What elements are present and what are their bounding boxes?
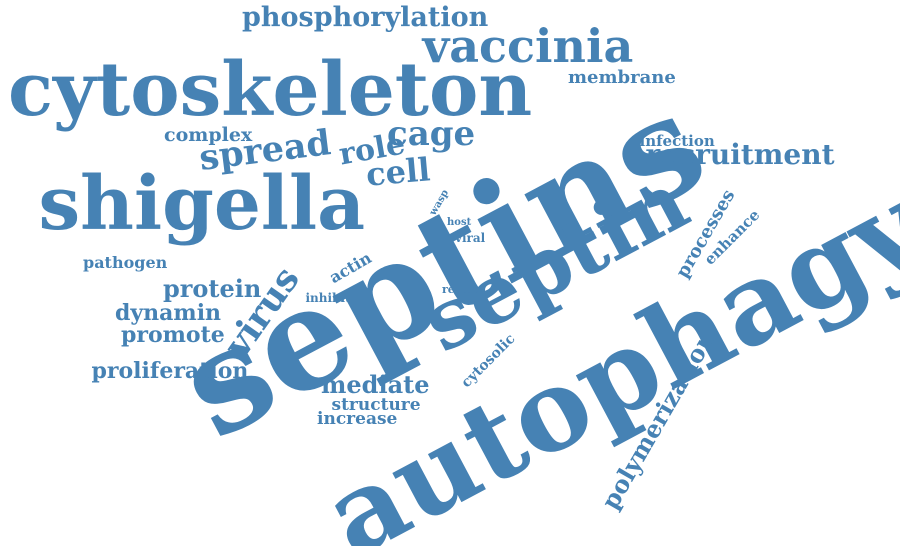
word-promote: promote xyxy=(121,322,225,348)
word-cage: cage xyxy=(387,114,476,154)
word-infection: infection xyxy=(639,131,715,150)
word-shigella: shigella xyxy=(38,161,366,247)
word-cell: cell xyxy=(364,150,432,194)
word-result: result xyxy=(442,282,479,296)
word-complex: complex xyxy=(164,123,253,146)
word-inhibit: inhibit xyxy=(305,291,351,305)
word-host: host xyxy=(447,217,472,228)
word-proliferation: proliferation xyxy=(91,358,249,384)
word-membrane: membrane xyxy=(568,67,676,88)
word-structure: structure xyxy=(331,394,421,415)
word-cytoskeleton: cytoskeleton xyxy=(8,47,533,133)
word-mediate: mediate xyxy=(321,370,430,399)
word-recruitment: recruitment xyxy=(645,138,835,171)
word-pathogen: pathogen xyxy=(83,253,168,272)
word-vaccinia: vaccinia xyxy=(422,19,634,73)
word-increase: increase xyxy=(317,408,398,429)
word-protein: protein xyxy=(163,274,262,303)
word-viral: viral xyxy=(455,231,486,245)
word-phosphorylation: phosphorylation xyxy=(242,1,489,33)
word-dynamin: dynamin xyxy=(115,300,222,326)
